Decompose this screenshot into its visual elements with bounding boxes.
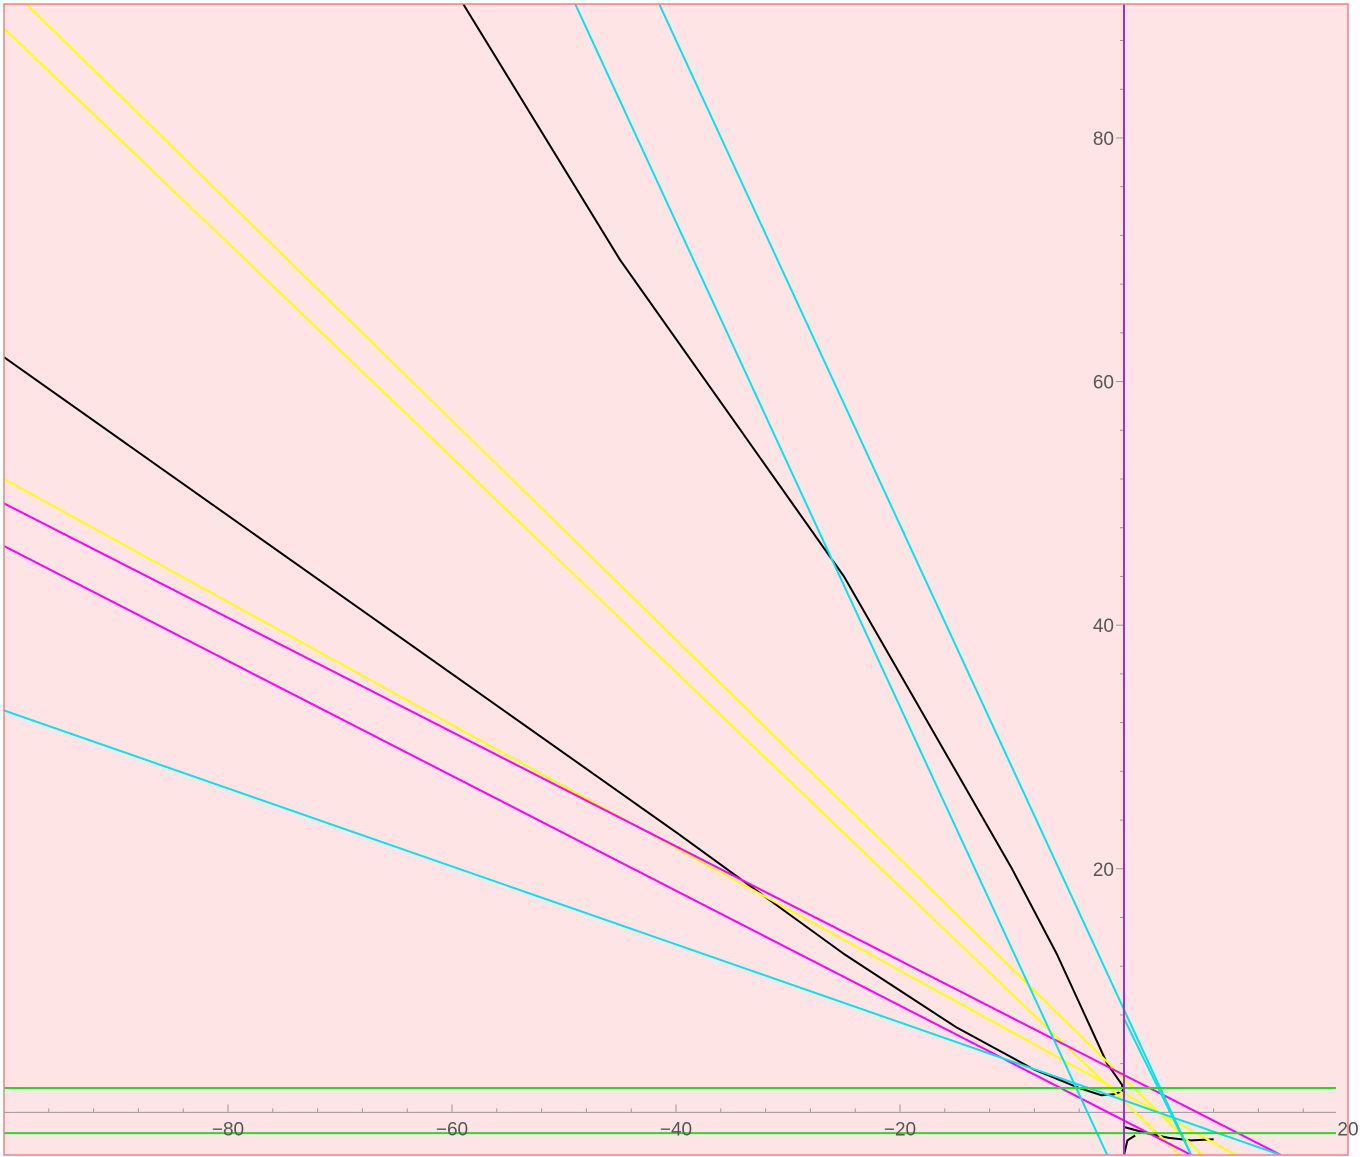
y-tick-label: 40 bbox=[1093, 616, 1114, 637]
x-tick-label: −80 bbox=[212, 1119, 244, 1140]
series-line-7 bbox=[4, 502, 1282, 1155]
series-line-8 bbox=[4, 545, 1192, 1155]
y-tick-label: 20 bbox=[1093, 860, 1114, 881]
series-line-3 bbox=[1123, 1134, 1136, 1155]
x-tick-label: −60 bbox=[436, 1119, 468, 1140]
series-line-2 bbox=[1123, 1126, 1214, 1142]
y-tick-label: 80 bbox=[1093, 129, 1114, 150]
plot-frame bbox=[3, 3, 1349, 1156]
series-line-5 bbox=[4, 27, 1181, 1155]
series-line-9 bbox=[574, 4, 1109, 1155]
series-line-4 bbox=[25, 4, 1204, 1155]
series-line-11 bbox=[4, 709, 1282, 1155]
plot-background bbox=[4, 4, 1348, 1155]
x-tick-label: −20 bbox=[884, 1119, 916, 1140]
x-tick-label: −40 bbox=[660, 1119, 692, 1140]
series-line-10 bbox=[658, 4, 1193, 1155]
y-tick-label: 60 bbox=[1093, 373, 1114, 394]
series-group bbox=[4, 4, 1336, 1155]
series-line-0 bbox=[462, 4, 1125, 1095]
